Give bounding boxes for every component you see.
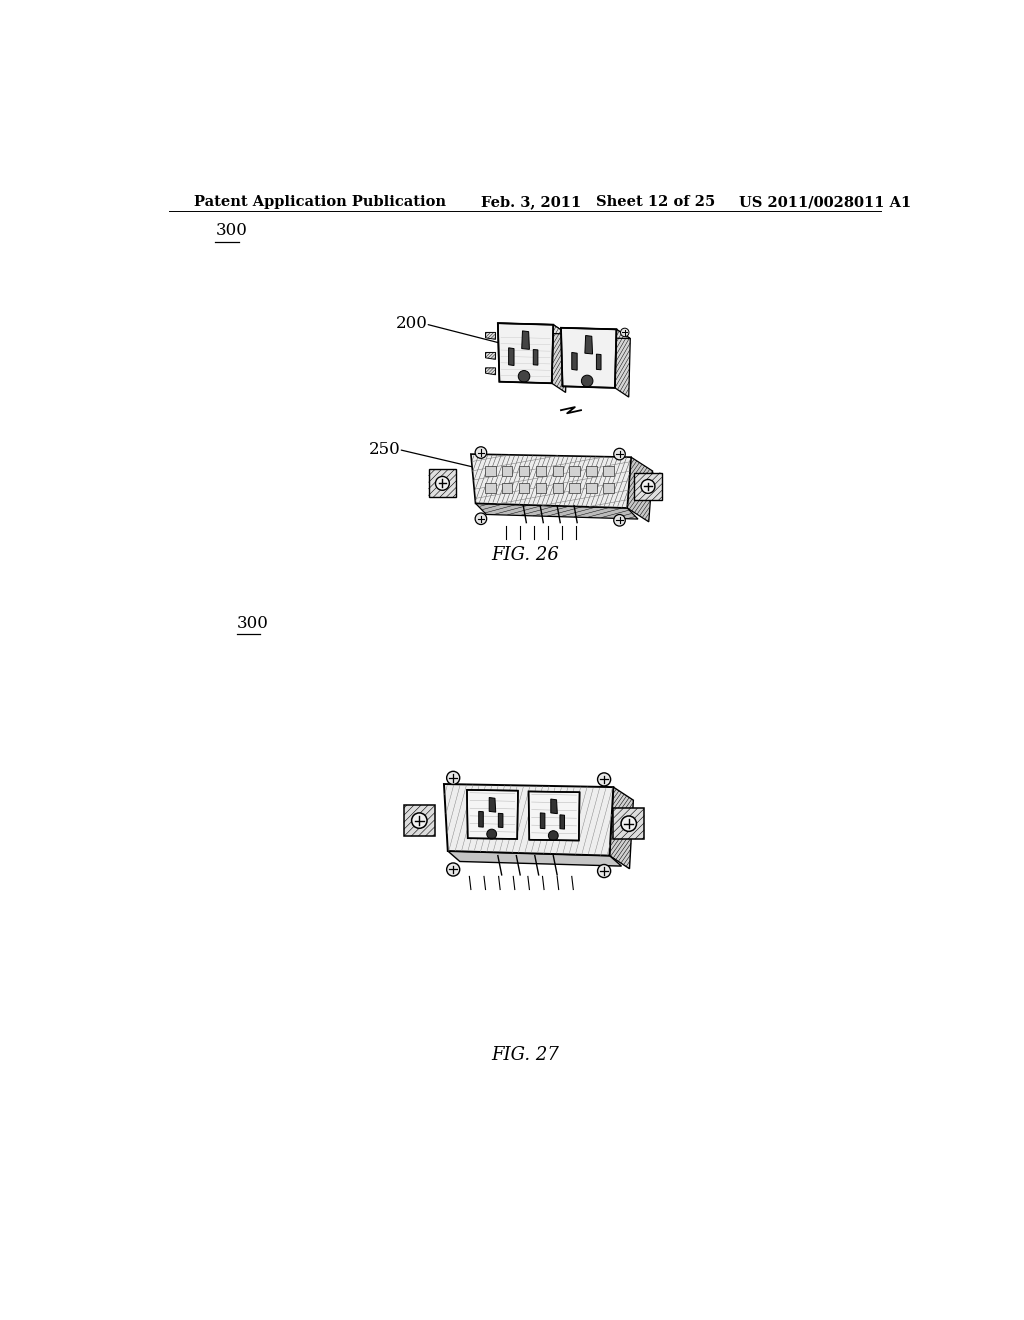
Circle shape — [641, 479, 655, 494]
Polygon shape — [528, 792, 580, 841]
Polygon shape — [561, 327, 631, 338]
Polygon shape — [485, 333, 496, 339]
Circle shape — [621, 329, 629, 337]
Bar — [603, 483, 614, 492]
Polygon shape — [541, 813, 545, 829]
Polygon shape — [551, 799, 557, 813]
Circle shape — [613, 449, 626, 459]
Polygon shape — [471, 454, 631, 508]
Text: 300: 300 — [237, 615, 268, 632]
Bar — [518, 466, 529, 475]
Text: 300: 300 — [215, 222, 247, 239]
Polygon shape — [498, 323, 553, 383]
Text: Feb. 3, 2011: Feb. 3, 2011 — [481, 195, 582, 209]
Polygon shape — [571, 352, 578, 370]
Bar — [553, 483, 563, 492]
Polygon shape — [403, 805, 435, 836]
Polygon shape — [498, 323, 567, 334]
Bar — [569, 466, 581, 475]
Polygon shape — [609, 787, 634, 869]
Polygon shape — [467, 789, 518, 840]
Polygon shape — [429, 470, 457, 498]
Polygon shape — [585, 335, 593, 354]
Polygon shape — [613, 808, 644, 840]
Bar — [569, 483, 581, 492]
Circle shape — [582, 375, 593, 387]
Bar — [484, 466, 496, 475]
Polygon shape — [521, 331, 529, 350]
Polygon shape — [560, 814, 564, 829]
Polygon shape — [447, 851, 622, 866]
Bar — [536, 483, 547, 492]
Text: US 2011/0028011 A1: US 2011/0028011 A1 — [739, 195, 911, 209]
Text: FIG. 26: FIG. 26 — [490, 546, 559, 564]
Circle shape — [435, 477, 450, 490]
Bar — [502, 466, 512, 475]
Polygon shape — [509, 348, 514, 366]
Circle shape — [486, 829, 497, 840]
Circle shape — [446, 771, 460, 784]
Circle shape — [446, 863, 460, 876]
Polygon shape — [478, 812, 483, 828]
Polygon shape — [534, 350, 538, 366]
Polygon shape — [628, 457, 652, 521]
Bar — [536, 466, 547, 475]
Polygon shape — [561, 327, 616, 388]
Polygon shape — [634, 473, 662, 500]
Polygon shape — [499, 813, 503, 828]
Polygon shape — [552, 325, 567, 392]
Circle shape — [613, 515, 626, 527]
Text: Patent Application Publication: Patent Application Publication — [194, 195, 445, 209]
Polygon shape — [475, 503, 638, 519]
Circle shape — [621, 816, 637, 832]
Text: 250: 250 — [370, 441, 401, 458]
Bar — [587, 483, 597, 492]
Polygon shape — [444, 784, 613, 855]
Text: 200: 200 — [396, 315, 428, 333]
Circle shape — [598, 865, 610, 878]
Bar — [587, 466, 597, 475]
Polygon shape — [614, 329, 631, 397]
Circle shape — [598, 774, 610, 785]
Bar — [518, 483, 529, 492]
Polygon shape — [485, 368, 496, 375]
Circle shape — [412, 813, 427, 829]
Bar — [603, 466, 614, 475]
Circle shape — [549, 830, 558, 841]
Circle shape — [518, 371, 529, 381]
Polygon shape — [489, 797, 496, 812]
Text: FIG. 27: FIG. 27 — [490, 1047, 559, 1064]
Polygon shape — [485, 352, 496, 359]
Circle shape — [475, 513, 486, 524]
Bar — [502, 483, 512, 492]
Polygon shape — [596, 354, 601, 370]
Text: Sheet 12 of 25: Sheet 12 of 25 — [596, 195, 716, 209]
Circle shape — [475, 446, 486, 458]
Bar — [484, 483, 496, 492]
Bar — [553, 466, 563, 475]
